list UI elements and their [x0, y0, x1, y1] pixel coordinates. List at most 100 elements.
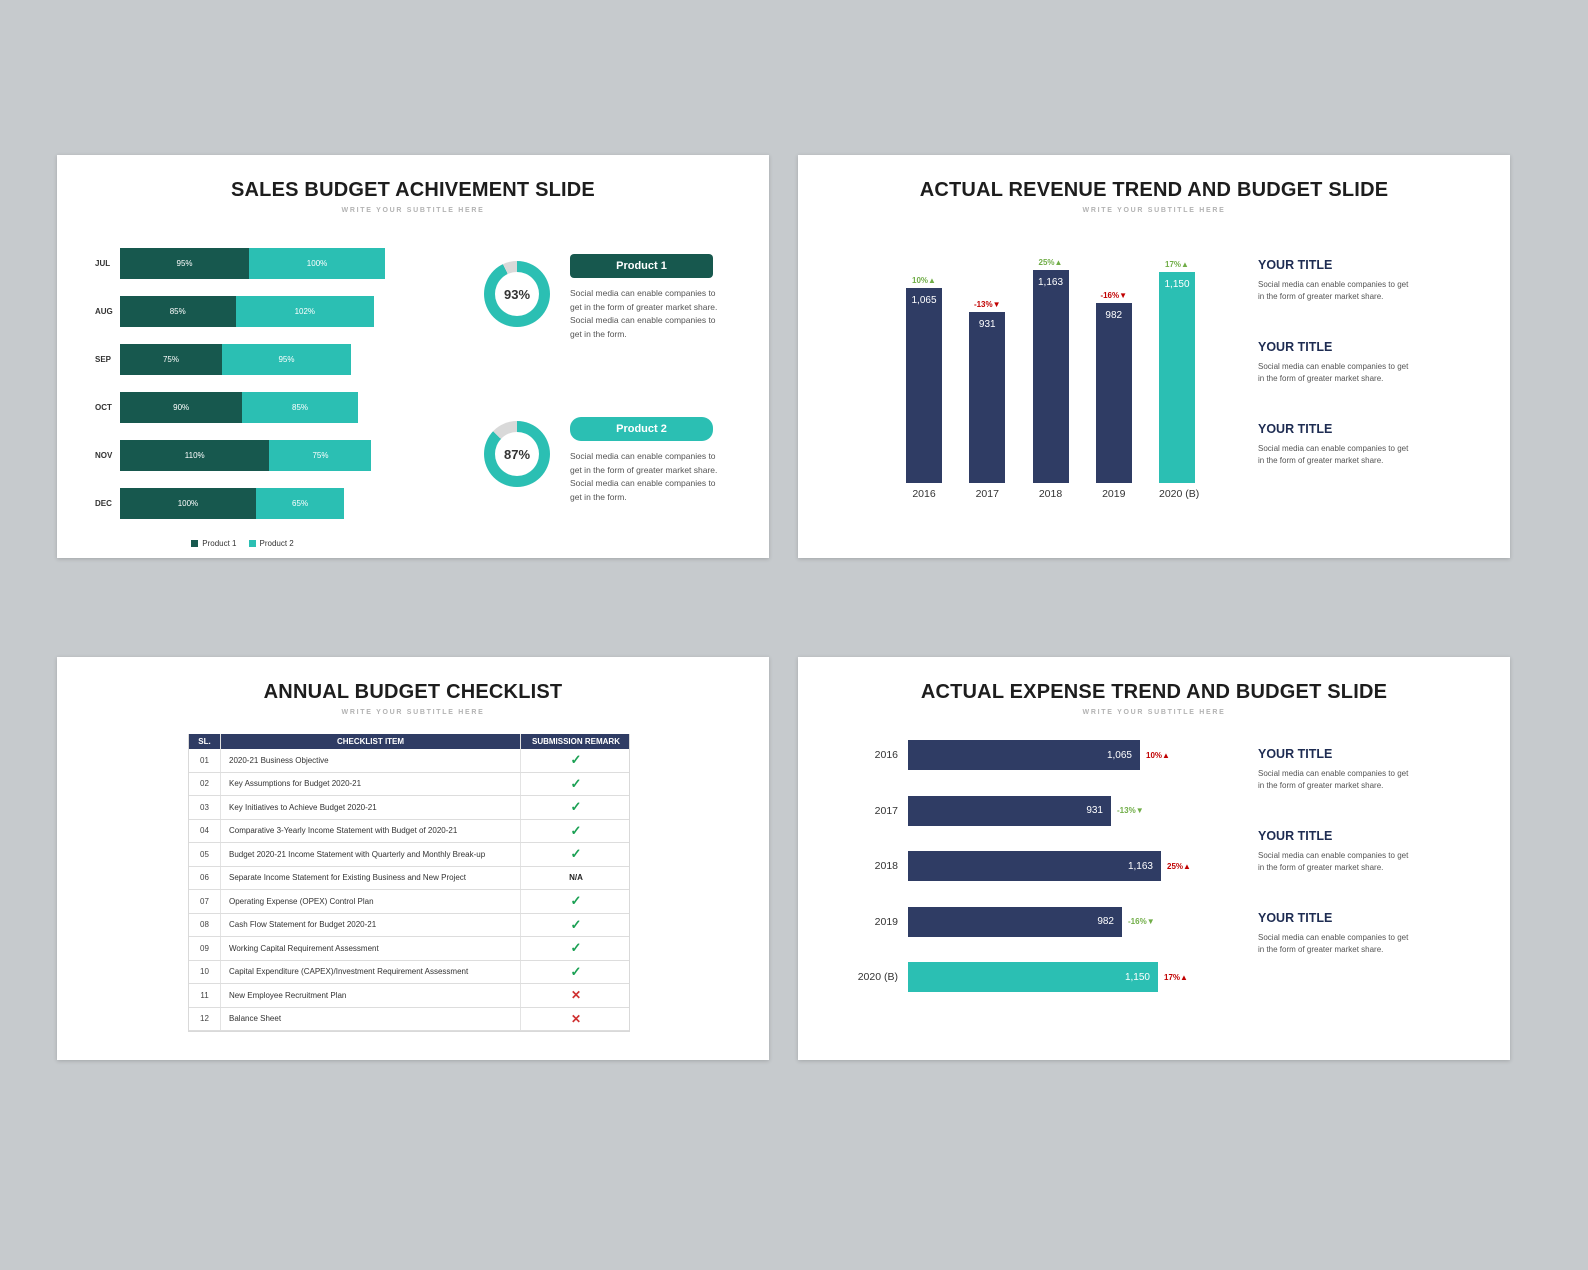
bar-value-label: 1,150	[1164, 279, 1190, 290]
note-text: Social media can enable companies to get…	[1258, 850, 1409, 873]
check-icon: ✓	[570, 940, 582, 956]
down-arrow-icon: ▼	[1119, 291, 1128, 300]
up-arrow-icon: ▲	[1181, 260, 1189, 269]
bar-value-label: 1,065	[1106, 749, 1132, 761]
note-title: YOUR TITLE	[1258, 421, 1333, 436]
sl-cell: 12	[189, 1007, 221, 1030]
product2-header: Product 2	[570, 417, 713, 441]
table-row: 11 New Employee Recruitment Plan ✕	[189, 984, 629, 1008]
product2-bar-segment: 85%	[242, 392, 358, 423]
bar-value-label: 1,065	[911, 295, 937, 306]
bar: 1,065	[906, 288, 942, 483]
slide-subtitle: WRITE YOUR SUBTITLE HERE	[1082, 709, 1226, 716]
up-arrow-icon: ▲	[1180, 972, 1188, 982]
bar-row: AUG 85% 102%	[95, 296, 385, 327]
table-row: 01 2020-21 Business Objective ✓	[189, 749, 629, 773]
slide-sales-budget-achievement[interactable]: SALES BUDGET ACHIVEMENT SLIDE WRITE YOUR…	[57, 155, 769, 558]
axis-label: 2020 (B)	[1159, 488, 1200, 500]
table-row: 02 Key Assumptions for Budget 2020-21 ✓	[189, 772, 629, 796]
down-arrow-icon: ▼	[1135, 806, 1144, 815]
item-cell: Key Initiatives to Achieve Budget 2020-2…	[221, 796, 521, 819]
item-cell: Cash Flow Statement for Budget 2020-21	[221, 913, 521, 936]
table-row: 07 Operating Expense (OPEX) Control Plan ✓	[189, 890, 629, 914]
bar-column: 25%▲ 1,163	[1032, 258, 1069, 483]
bar: 931	[969, 312, 1006, 483]
slide-actual-expense-trend[interactable]: ACTUAL EXPENSE TREND AND BUDGET SLIDE WR…	[798, 657, 1510, 1060]
change-value: -16%	[1128, 917, 1147, 926]
change-value: 10%	[1146, 750, 1163, 760]
bar-column: -16%▼ 982	[1095, 291, 1132, 483]
checklist-table: SL. CHECKLIST ITEM SUBMISSION REMARK 01 2…	[188, 734, 630, 1032]
slide-subtitle: WRITE YOUR SUBTITLE HERE	[1082, 207, 1226, 214]
bar-row: OCT 90% 85%	[95, 392, 385, 423]
bar-value-label: 75%	[162, 355, 179, 364]
item-cell: New Employee Recruitment Plan	[221, 984, 521, 1007]
category-label: 2017	[874, 804, 898, 817]
change-value: 17%	[1165, 260, 1182, 269]
bar-column: 10%▲ 1,065	[906, 276, 942, 483]
vertical-bar-chart: 10%▲ 1,065 -13%▼ 931 25%▲ 1,163 -16%▼ 98…	[906, 255, 1195, 483]
cross-icon: ✕	[570, 1011, 582, 1026]
note-title: YOUR TITLE	[1258, 339, 1333, 354]
product2-bar-segment: 95%	[221, 344, 352, 375]
bar-value-label: 110%	[184, 451, 205, 460]
slide-title: ACTUAL EXPENSE TREND AND BUDGET SLIDE	[920, 681, 1388, 703]
axis-label: 2019	[1102, 488, 1126, 500]
bar-value-label: 90%	[173, 403, 190, 412]
check-icon: ✓	[570, 822, 582, 838]
item-cell: Budget 2020-21 Income Statement with Qua…	[221, 843, 521, 866]
sl-cell: 09	[189, 937, 221, 960]
bar-value-label: 95%	[176, 259, 193, 268]
slide-subtitle: WRITE YOUR SUBTITLE HERE	[341, 709, 485, 716]
product1-bar-segment: 90%	[120, 392, 243, 423]
table-row: 05 Budget 2020-21 Income Statement with Q…	[189, 843, 629, 867]
bar-row: 2019 982 -16%▼	[798, 906, 1191, 937]
category-label: 2018	[874, 860, 898, 872]
sl-cell: 05	[189, 843, 221, 866]
product2-description: Social media can enable companies to get…	[570, 451, 718, 502]
down-arrow-icon: ▼	[1146, 917, 1155, 926]
note-title: YOUR TITLE	[1258, 747, 1333, 761]
slide-actual-revenue-trend[interactable]: ACTUAL REVENUE TREND AND BUDGET SLIDE WR…	[798, 155, 1510, 558]
item-cell: Key Assumptions for Budget 2020-21	[221, 772, 521, 795]
change-value: 17%	[1164, 972, 1181, 982]
change-value: 25%	[1038, 258, 1055, 267]
x-axis-labels: 2016 2017 2018 2019 2020 (B)	[906, 488, 1200, 500]
bar: 1,150	[1159, 272, 1195, 483]
bar-value-label: 102%	[294, 307, 316, 316]
check-icon: ✓	[570, 775, 582, 791]
category-label: 2016	[874, 749, 898, 761]
check-icon: ✓	[570, 846, 582, 862]
slide-title: ANNUAL BUDGET CHECKLIST	[263, 681, 563, 703]
up-arrow-icon: ▲	[928, 276, 936, 285]
slide-annual-budget-checklist[interactable]: ANNUAL BUDGET CHECKLIST WRITE YOUR SUBTI…	[57, 657, 769, 1060]
bar-value-label: 75%	[312, 451, 329, 460]
product1-bar-segment: 100%	[120, 488, 256, 519]
bar-value-label: 65%	[292, 499, 309, 508]
change-badge: -16%▼	[1100, 291, 1127, 300]
bar-row: 2020 (B) 1,150 17%▲	[798, 962, 1191, 992]
bar-value-label: 100%	[306, 259, 328, 268]
category-label: AUG	[95, 307, 113, 316]
axis-label: 2016	[912, 488, 936, 500]
change-badge: -16%▼	[1128, 917, 1155, 926]
change-value: 25%	[1167, 861, 1184, 871]
table-row: 04 Comparative 3-Yearly Income Statement …	[189, 819, 629, 843]
bar: 982	[908, 906, 1122, 937]
up-arrow-icon: ▲	[1054, 258, 1063, 267]
sl-cell: 10	[189, 960, 221, 983]
sl-cell: 06	[189, 866, 221, 889]
up-arrow-icon: ▲	[1162, 750, 1170, 760]
chart-legend: Product 1 Product 2	[95, 539, 390, 548]
stacked-bar-chart: JUL 95% 100% AUG 85% 102% SEP 75% 95% OCT 9…	[95, 248, 385, 536]
donut-percent-label: 93%	[495, 272, 539, 316]
change-badge: 17%▲	[1165, 260, 1189, 269]
note-text: Social media can enable companies to get…	[1258, 361, 1409, 384]
category-label: 2019	[874, 915, 898, 928]
table-row: 12 Balance Sheet ✕	[189, 1007, 629, 1031]
bar-row: 2017 931 -13%▼	[798, 795, 1191, 826]
note-block: YOUR TITLE Social media can enable compa…	[1258, 829, 1410, 875]
bar: 982	[1095, 303, 1132, 483]
donut-percent-label: 87%	[495, 432, 539, 476]
